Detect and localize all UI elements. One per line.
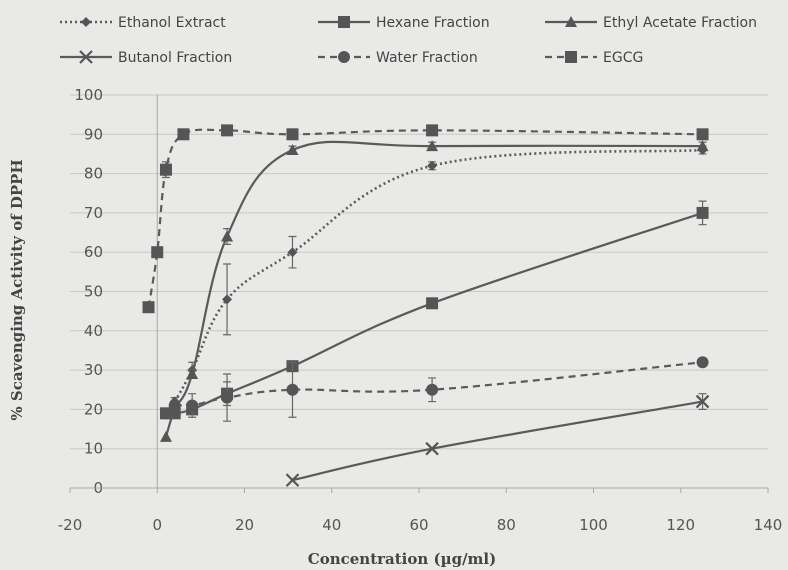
y-tick-label: 60 (84, 243, 103, 261)
chart-series (142, 124, 710, 487)
series-line (165, 211, 703, 415)
data-point (426, 383, 439, 396)
series-line (147, 128, 703, 308)
legend-marker (338, 16, 350, 28)
legend-item-egcg: EGCG (545, 50, 643, 66)
legend-item-water-fraction: Water Fraction (318, 50, 478, 66)
y-tick-label: 10 (84, 440, 103, 458)
x-tick-label: 80 (497, 516, 516, 534)
legend-label: Water Fraction (376, 50, 478, 66)
data-point (425, 441, 439, 456)
data-point (222, 294, 233, 305)
data-point (186, 368, 199, 380)
data-point (696, 206, 709, 219)
data-point (427, 160, 438, 171)
chart-gridlines (70, 94, 768, 450)
legend-label: Butanol Fraction (118, 50, 232, 66)
series-ethanol-extract (160, 145, 708, 419)
y-tick-label: 90 (84, 125, 103, 143)
y-tick-label: 80 (84, 165, 103, 183)
x-tick-label: 140 (754, 516, 783, 534)
x-tick-label: -20 (58, 516, 83, 534)
y-tick-label: 70 (84, 204, 103, 222)
data-point (287, 247, 298, 258)
x-tick-label: 60 (409, 516, 428, 534)
legend-item-butanol-fraction: Butanol Fraction (60, 50, 232, 66)
data-point (221, 391, 234, 404)
data-point (286, 383, 299, 396)
series-line (164, 148, 703, 415)
data-point (695, 394, 710, 409)
legend-marker (79, 50, 93, 64)
legend-label: EGCG (603, 50, 643, 66)
legend-label: Hexane Fraction (376, 15, 490, 31)
legend-marker (565, 16, 577, 27)
data-point (159, 407, 172, 420)
legend-marker (338, 51, 350, 63)
y-tick-label: 40 (84, 322, 103, 340)
series-line (292, 400, 703, 482)
legend-marker (565, 51, 577, 63)
data-point (221, 230, 234, 242)
x-axis-title: Concentration (µg/ml) (308, 550, 496, 568)
data-point (696, 140, 709, 152)
chart-legend: Ethanol Extract Hexane Fraction Ethyl Acet… (60, 15, 757, 66)
series-egcg (142, 124, 709, 314)
data-point (159, 430, 172, 442)
data-point (426, 124, 439, 137)
data-point (186, 399, 199, 412)
data-point (286, 128, 299, 141)
y-tick-label: 100 (74, 86, 103, 104)
data-point (426, 140, 439, 152)
data-point (159, 163, 172, 176)
series-butanol-fraction (285, 393, 710, 487)
data-point (426, 297, 439, 310)
data-point (142, 301, 155, 314)
data-point (221, 124, 234, 137)
data-point (286, 144, 299, 156)
data-point (168, 399, 181, 412)
legend-label: Ethanol Extract (118, 15, 226, 31)
y-tick-label: 30 (84, 361, 103, 379)
x-tick-label: 40 (322, 516, 341, 534)
legend-item-hexane-fraction: Hexane Fraction (318, 15, 490, 31)
data-point (696, 128, 709, 141)
series-water-fraction (159, 356, 709, 422)
legend-marker (81, 17, 91, 27)
y-tick-label: 20 (84, 400, 103, 418)
x-tick-label: 100 (579, 516, 608, 534)
y-tick-label: 50 (84, 283, 103, 301)
data-point (151, 246, 164, 259)
data-point (696, 356, 709, 369)
x-tick-label: 0 (152, 516, 162, 534)
legend-item-ethyl-acetate-fraction: Ethyl Acetate Fraction (545, 15, 757, 31)
x-tick-label: 120 (666, 516, 695, 534)
legend-item-ethanol-extract: Ethanol Extract (60, 15, 226, 31)
y-axis-title: % Scavenging Activity of DPPH (8, 159, 26, 420)
x-tick-label: 20 (235, 516, 254, 534)
data-point (285, 473, 300, 487)
data-point (177, 128, 190, 141)
legend-label: Ethyl Acetate Fraction (603, 15, 757, 31)
